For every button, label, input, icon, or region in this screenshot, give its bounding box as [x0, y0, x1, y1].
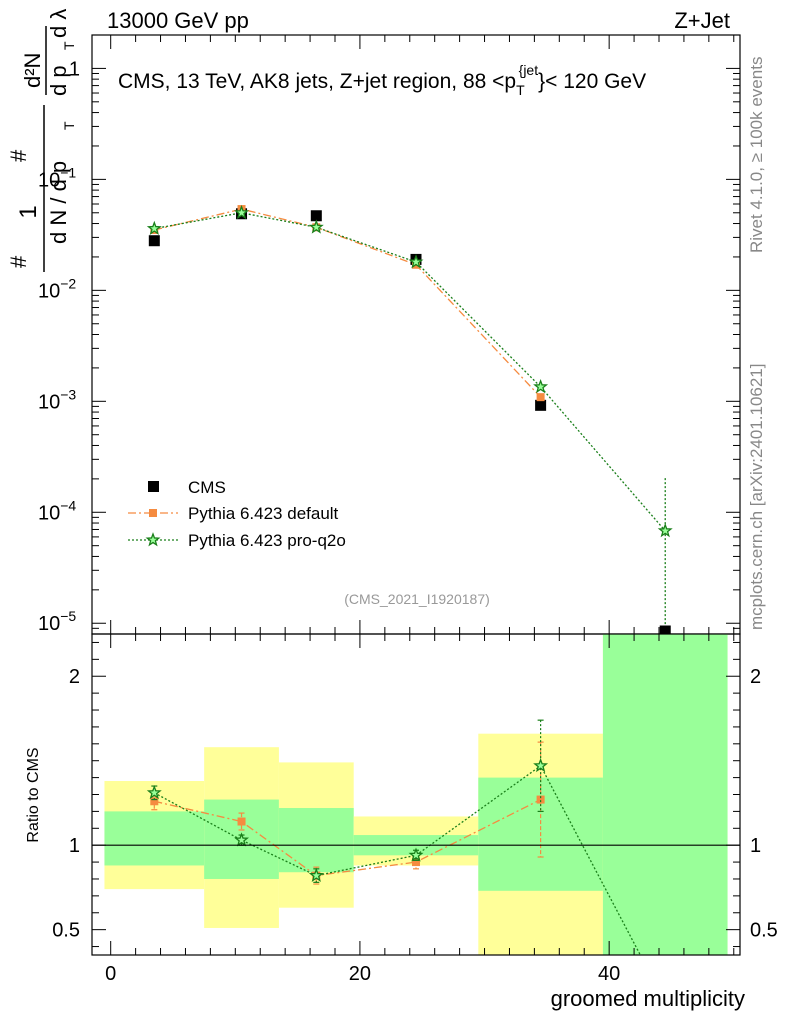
ratio-line-proq2o [153, 764, 641, 956]
ratio-point-default [536, 795, 545, 804]
ylabel-hash-b: # [6, 149, 31, 162]
legend-marker-proq2o [145, 532, 161, 547]
ylabel-den-c: d λ [46, 9, 71, 38]
ratio-band-inner [104, 811, 205, 866]
main-point-proq2o [146, 220, 162, 235]
main-point-proq2o [657, 522, 673, 538]
main-point-cms [310, 210, 322, 222]
ratio-ytick-label-left: 2 [69, 666, 80, 688]
legend-marker-cms [148, 481, 159, 492]
main-point-proq2o [408, 254, 424, 269]
ylabel-T-b: T [61, 41, 77, 50]
ylabel-T-a: T [61, 121, 77, 130]
ratio-bands [104, 634, 728, 955]
rivet-label: Rivet 4.1.0, ≥ 100k events [747, 57, 766, 253]
ratio-point-proq2o [533, 757, 549, 773]
ratio-point-proq2o [146, 784, 162, 800]
ratio-ytick-label-left: 0.5 [52, 920, 80, 942]
main-title: CMS, 13 TeV, AK8 jets, Z+jet region, 88 … [118, 62, 646, 98]
ratio-point-default [412, 858, 420, 867]
ratio-ytick-label-left: 1 [69, 835, 80, 857]
legend-label-cms: CMS [188, 478, 226, 497]
xlabel: groomed multiplicity [551, 986, 745, 1011]
header-left: 13000 GeV pp [107, 8, 249, 33]
mcplots-label: mcplots.cern.ch [arXiv:2401.10621] [747, 364, 766, 630]
xtick-label: 40 [598, 963, 620, 985]
ratio-point-proq2o [308, 867, 324, 882]
legend: CMS Pythia 6.423 default Pythia 6.423 pr… [128, 478, 346, 550]
main-point-cms [148, 235, 160, 247]
ylabel-den-b: d p [46, 65, 71, 96]
main-point-default [536, 393, 545, 402]
main-line-default [154, 208, 542, 398]
legend-star-shape [145, 532, 161, 547]
ratio-point-default [150, 797, 159, 806]
legend-label-default: Pythia 6.423 default [188, 504, 339, 523]
ratio-point-proq2o [408, 847, 424, 862]
ratio-point-default [237, 817, 246, 826]
ratio-band-inner [278, 808, 354, 873]
main-ylabel: 1 # d N / d p T # d²N d p T d λ [6, 9, 77, 272]
ratio-ytick-label-right: 0.5 [750, 920, 778, 942]
ratio-ytick-label-right: 2 [750, 666, 761, 688]
ylabel-hash-a: # [6, 255, 31, 268]
ratio-point-proq2o [234, 832, 250, 847]
ratio-axes: 2 2 1 1 0.5 0.5 0 20 40 [52, 633, 778, 985]
ylabel-num: d²N [20, 53, 45, 88]
main-point-proq2o [234, 204, 249, 220]
main-series [146, 204, 673, 637]
main-point-cms [535, 399, 547, 411]
ratio-band-inner [602, 634, 728, 955]
ylabel-one: 1 [15, 205, 42, 218]
legend-marker-default [149, 509, 157, 517]
main-point-cms [659, 625, 671, 637]
xtick-label: 0 [105, 963, 116, 985]
main-ytick-label: 1 [69, 58, 80, 80]
main-ytick-label: 10−4 [38, 497, 76, 524]
main-ytick-label: 10−3 [38, 386, 76, 413]
main-point-proq2o [533, 378, 549, 394]
ratio-ytick-label-right: 1 [750, 835, 761, 857]
xtick-label: 20 [349, 963, 371, 985]
header-right: Z+Jet [674, 8, 730, 33]
main-axes: 110−110−210−310−410−5 [38, 34, 741, 635]
legend-label-proq2o: Pythia 6.423 pro-q2o [188, 531, 346, 550]
main-ytick-label: 10−5 [38, 608, 76, 635]
ratio-ylabel: Ratio to CMS [25, 747, 42, 842]
main-ytick-label: 10−2 [38, 275, 76, 302]
watermark: (CMS_2021_I1920187) [344, 591, 490, 607]
ylabel-den-a: d N / d p [46, 161, 71, 244]
main-line-proq2o [154, 212, 666, 532]
main-point-proq2o [308, 219, 324, 234]
